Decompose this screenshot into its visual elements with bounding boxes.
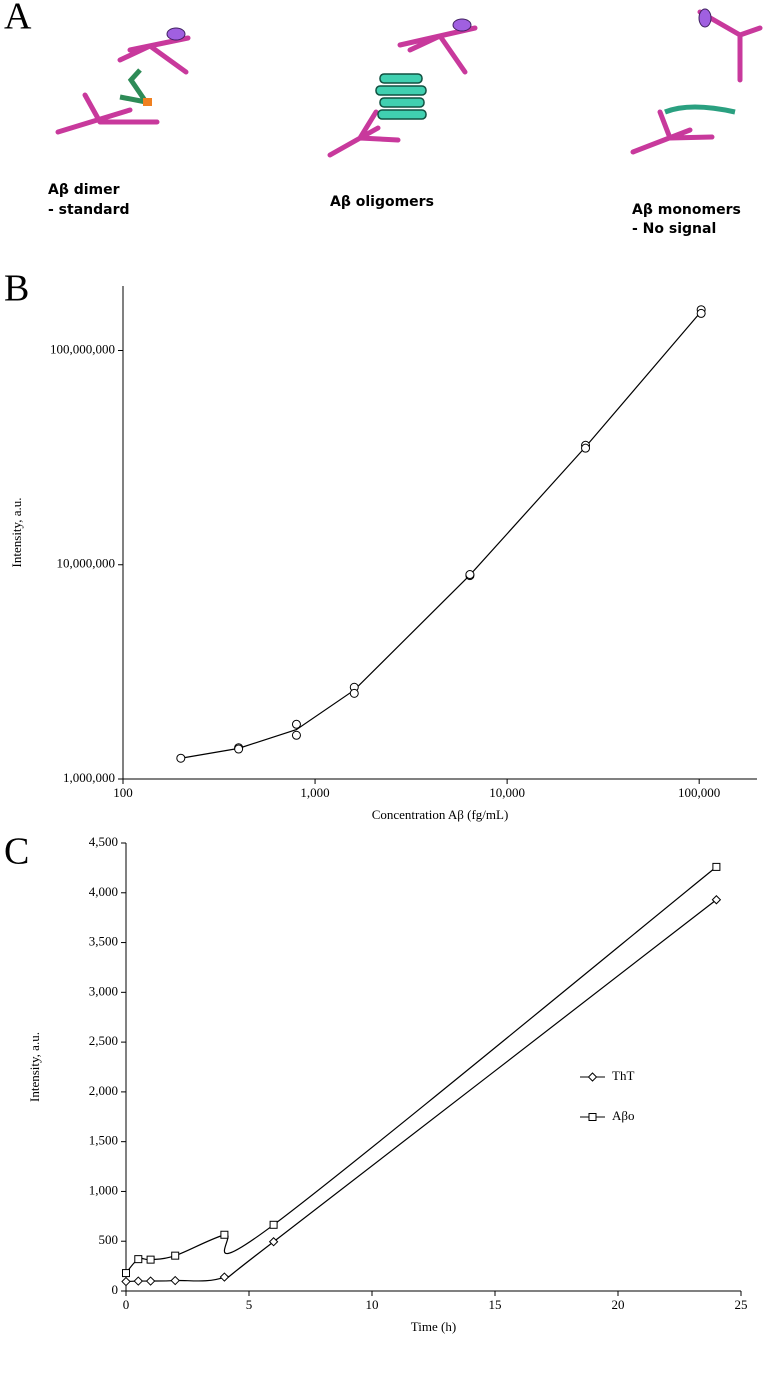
y-tick-label: 1,000,000 bbox=[63, 770, 115, 785]
x-tick-label: 0 bbox=[123, 1297, 130, 1312]
x-tick-label: 10,000 bbox=[489, 785, 525, 800]
x-axis-title: Concentration Aβ (fg/mL) bbox=[372, 807, 509, 822]
panel-label: A bbox=[4, 0, 32, 38]
data-point bbox=[581, 443, 591, 453]
x-tick-label: 25 bbox=[735, 1297, 748, 1312]
panel-label: B bbox=[4, 268, 29, 310]
data-point bbox=[122, 1269, 130, 1278]
x-tick-label: 1,000 bbox=[300, 785, 329, 800]
y-axis-title: Intensity, a.u. bbox=[9, 498, 24, 568]
dimer-drawing bbox=[55, 27, 191, 135]
data-point bbox=[711, 895, 722, 905]
data-point bbox=[712, 862, 721, 871]
y-tick-label: 100,000,000 bbox=[50, 341, 115, 356]
panel-label: C bbox=[4, 831, 29, 873]
y-tick-label: 4,500 bbox=[89, 834, 118, 849]
legend-label: Aβo bbox=[612, 1108, 635, 1123]
legend-marker bbox=[587, 1072, 598, 1082]
y-tick-label: 1,500 bbox=[89, 1133, 118, 1148]
x-axis-title: Time (h) bbox=[411, 1319, 456, 1334]
data-point bbox=[234, 744, 244, 754]
y-tick-label: 10,000,000 bbox=[57, 556, 116, 571]
data-point bbox=[176, 753, 186, 763]
diagram-label: Aβ monomers bbox=[632, 202, 741, 218]
y-tick-label: 2,500 bbox=[89, 1033, 118, 1048]
diagram: Aβ dimer - standard Aβ oligomers Aβ mono… bbox=[48, 8, 763, 237]
diagram-label: - No signal bbox=[632, 221, 716, 237]
y-tick-label: 2,000 bbox=[89, 1083, 118, 1098]
data-point bbox=[220, 1230, 229, 1239]
oligomer-drawing bbox=[327, 18, 478, 158]
y-tick-label: 0 bbox=[112, 1282, 119, 1297]
data-point bbox=[349, 688, 359, 698]
x-tick-label: 10 bbox=[366, 1297, 379, 1312]
diagram-label: Aβ dimer bbox=[48, 182, 120, 198]
diagram-label: Aβ oligomers bbox=[330, 194, 434, 210]
data-point bbox=[134, 1255, 143, 1264]
data-point bbox=[291, 719, 301, 729]
x-tick-label: 15 bbox=[489, 1297, 502, 1312]
trend-line bbox=[180, 311, 702, 759]
legend-marker bbox=[588, 1113, 597, 1121]
data-point bbox=[291, 730, 301, 740]
x-tick-label: 20 bbox=[612, 1297, 625, 1312]
y-tick-label: 4,000 bbox=[89, 884, 118, 899]
data-point bbox=[465, 570, 475, 580]
y-tick-label: 3,500 bbox=[89, 934, 118, 949]
data-point bbox=[170, 1275, 180, 1286]
y-tick-label: 3,000 bbox=[89, 983, 118, 998]
series-line bbox=[125, 899, 717, 1283]
monomer-drawing bbox=[630, 8, 763, 155]
data-point bbox=[133, 1276, 144, 1286]
data-point bbox=[268, 1237, 279, 1247]
data-point bbox=[269, 1220, 278, 1229]
y-tick-label: 500 bbox=[99, 1232, 119, 1247]
x-tick-label: 5 bbox=[246, 1297, 253, 1312]
legend-label: ThT bbox=[612, 1068, 634, 1083]
y-axis-title: Intensity, a.u. bbox=[27, 1032, 42, 1102]
data-point bbox=[146, 1255, 155, 1264]
x-tick-label: 100,000 bbox=[678, 785, 720, 800]
data-point bbox=[696, 308, 706, 318]
diagram-label: - standard bbox=[48, 202, 130, 218]
y-tick-label: 1,000 bbox=[89, 1182, 118, 1197]
data-point bbox=[121, 1276, 131, 1287]
data-point bbox=[219, 1272, 230, 1282]
x-tick-label: 100 bbox=[113, 785, 133, 800]
data-point bbox=[171, 1251, 180, 1260]
data-point bbox=[145, 1276, 156, 1286]
